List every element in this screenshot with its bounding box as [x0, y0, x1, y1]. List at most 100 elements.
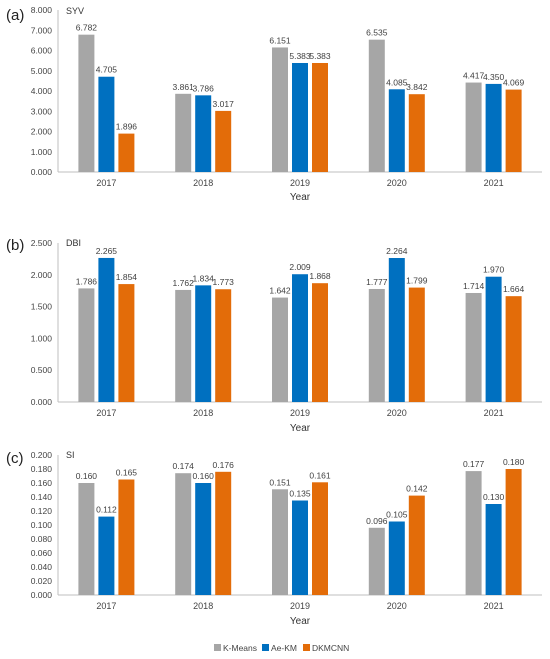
bar-dkmcnn-2021: [505, 296, 522, 402]
y-tick-label: 3.000: [31, 106, 53, 116]
data-label: 0.160: [76, 471, 98, 481]
y-axis-label: SYV: [66, 6, 84, 16]
legend-swatch-k-means: [214, 644, 221, 651]
data-label: 6.535: [366, 28, 388, 38]
x-tick-label: 2020: [387, 601, 407, 611]
data-label: 5.383: [289, 51, 311, 61]
y-tick-label: 6.000: [31, 46, 53, 56]
data-label: 1.896: [116, 122, 138, 132]
y-axis-label: SI: [66, 450, 75, 460]
bar-dkmcnn-2019: [312, 62, 328, 173]
y-tick-label: 2.500: [31, 238, 53, 248]
bar-dkmcnn-2019: [312, 482, 328, 595]
data-label: 2.264: [386, 246, 408, 256]
bar-k-means-2017: [78, 34, 95, 172]
x-axis-label: Year: [290, 616, 311, 627]
data-label: 0.161: [309, 470, 331, 480]
data-label: 0.177: [463, 459, 485, 469]
data-label: 0.174: [173, 461, 195, 471]
x-tick-label: 2017: [96, 601, 116, 611]
legend-label-ae-km: Ae-KM: [271, 643, 297, 653]
y-tick-label: 7.000: [31, 25, 53, 35]
x-tick-label: 2019: [290, 601, 310, 611]
x-tick-label: 2020: [387, 178, 407, 188]
data-label: 1.834: [193, 273, 215, 283]
data-label: 0.112: [96, 505, 117, 515]
y-tick-label: 0.000: [31, 397, 53, 407]
x-tick-label: 2019: [290, 178, 310, 188]
legend-swatch-ae-km: [262, 644, 269, 651]
bar-ae-km-2021: [485, 276, 502, 402]
x-tick-label: 2021: [484, 601, 504, 611]
bar-ae-km-2018: [195, 95, 212, 172]
bar-k-means-2021: [465, 292, 482, 402]
legend-label-k-means: K-Means: [223, 643, 257, 653]
data-label: 4.350: [483, 72, 505, 82]
data-label: 0.135: [289, 489, 311, 499]
bar-dkmcnn-2019: [312, 283, 328, 402]
y-tick-label: 1.000: [31, 333, 53, 343]
bar-k-means-2018: [175, 473, 192, 595]
data-label: 1.799: [406, 276, 428, 286]
bar-ae-km-2021: [485, 504, 502, 595]
data-label: 1.773: [213, 277, 235, 287]
bar-dkmcnn-2021: [505, 469, 522, 595]
data-label: 4.705: [96, 65, 118, 75]
x-tick-label: 2021: [484, 408, 504, 418]
bar-k-means-2019: [272, 489, 288, 595]
bar-ae-km-2020: [388, 89, 405, 172]
bar-k-means-2017: [78, 288, 95, 402]
bar-ae-km-2017: [98, 257, 115, 402]
data-label: 3.017: [213, 99, 235, 109]
bar-ae-km-2017: [98, 516, 115, 595]
legend-label-dkmcnn: DKMCNN: [312, 643, 349, 653]
data-label: 0.165: [116, 468, 138, 478]
x-tick-label: 2018: [193, 178, 213, 188]
x-tick-label: 2021: [484, 178, 504, 188]
y-tick-label: 4.000: [31, 86, 53, 96]
data-label: 1.786: [76, 276, 98, 286]
bar-ae-km-2018: [195, 285, 212, 402]
panel-label: (a): [6, 7, 24, 24]
data-label: 1.664: [503, 284, 525, 294]
bar-ae-km-2019: [292, 274, 308, 402]
data-label: 0.130: [483, 492, 505, 502]
y-tick-label: 0.180: [31, 464, 53, 474]
panel-label: (b): [6, 237, 24, 254]
y-tick-label: 0.140: [31, 492, 53, 502]
y-tick-label: 5.000: [31, 66, 53, 76]
data-label: 1.714: [463, 281, 485, 291]
y-tick-label: 0.100: [31, 520, 53, 530]
data-label: 0.105: [386, 510, 408, 520]
data-label: 1.777: [366, 277, 388, 287]
y-tick-label: 0.080: [31, 534, 53, 544]
bar-k-means-2018: [175, 289, 192, 402]
chart-panel-c: (c) SI 0.000 0.020 0.040 0.060 0.080 0.100 0.120…: [6, 450, 542, 627]
bar-k-means-2020: [368, 288, 385, 402]
y-tick-label: 2.000: [31, 127, 53, 137]
x-tick-label: 2020: [387, 408, 407, 418]
bar-k-means-2019: [272, 297, 288, 402]
bar-k-means-2020: [368, 527, 385, 595]
bar-dkmcnn-2017: [118, 479, 135, 595]
y-tick-label: 1.000: [31, 147, 53, 157]
x-tick-label: 2017: [96, 178, 116, 188]
x-axis-label: Year: [290, 192, 311, 203]
data-label: 1.854: [116, 272, 138, 282]
data-label: 6.151: [269, 35, 291, 45]
bar-ae-km-2019: [292, 500, 308, 595]
legend-swatch-dkmcnn: [303, 644, 310, 651]
bar-dkmcnn-2017: [118, 284, 135, 402]
chart-panel-b: (b) DBI 0.000 0.500 1.000 1.500 2.000 2.500 1.78…: [6, 237, 542, 434]
bar-ae-km-2018: [195, 483, 212, 595]
bar-dkmcnn-2020: [408, 287, 425, 402]
data-label: 3.786: [193, 83, 215, 93]
bar-k-means-2019: [272, 47, 288, 173]
y-tick-label: 1.500: [31, 302, 53, 312]
bar-dkmcnn-2018: [215, 110, 232, 172]
data-label: 1.642: [269, 286, 291, 296]
data-label: 0.160: [193, 471, 215, 481]
y-tick-label: 8.000: [31, 5, 53, 15]
y-tick-label: 0.160: [31, 478, 53, 488]
